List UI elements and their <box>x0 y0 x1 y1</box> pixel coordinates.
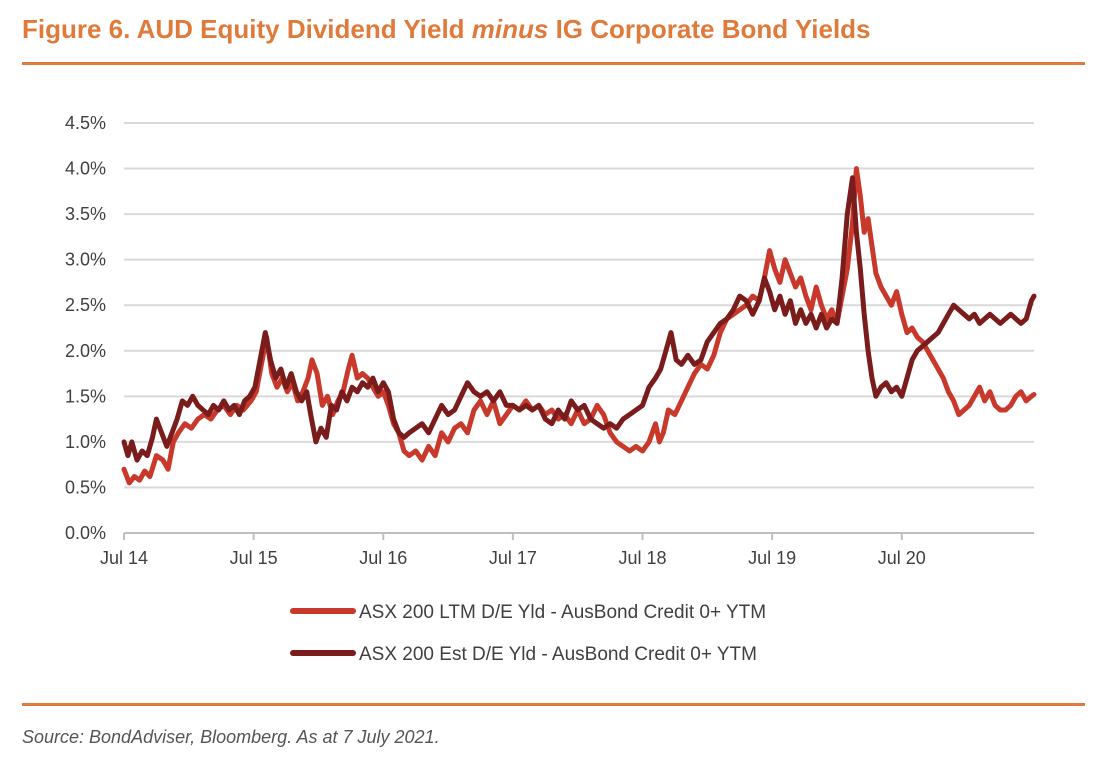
y-tick-label: 4.5% <box>65 113 106 133</box>
x-tick-label: Jul 16 <box>359 548 407 568</box>
y-axis-ticks: 0.0% 0.5% 1.0% 1.5% 2.0% 2.5% 3.0% 3.5% 4.0% 4.5% <box>65 113 106 543</box>
y-tick-label: 2.0% <box>65 341 106 361</box>
x-tick-label: Jul 15 <box>230 548 278 568</box>
title-emphasis: minus <box>471 14 549 44</box>
title-divider <box>22 62 1085 65</box>
x-tick-label: Jul 17 <box>489 548 537 568</box>
line-chart: 0.0% 0.5% 1.0% 1.5% 2.0% 2.5% 3.0% 3.5% 4.0% 4.5%… <box>65 113 1037 665</box>
source-divider <box>22 703 1085 706</box>
x-tick-label: Jul 19 <box>748 548 796 568</box>
chart-title: Figure 6. AUD Equity Dividend Yield minu… <box>22 14 871 45</box>
title-prefix: Figure 6. AUD Equity Dividend Yield <box>22 14 472 44</box>
y-tick-label: 4.0% <box>65 159 106 179</box>
y-tick-label: 1.5% <box>65 386 106 406</box>
y-tick-label: 1.0% <box>65 432 106 452</box>
x-tick-label: Jul 18 <box>618 548 666 568</box>
legend: ASX 200 LTM D/E Yld - AusBond Credit 0+ … <box>290 602 766 665</box>
source-note: Source: BondAdviser, Bloomberg. As at 7 … <box>22 727 440 747</box>
y-tick-label: 0.0% <box>65 523 106 543</box>
legend-label-ltm: ASX 200 LTM D/E Yld - AusBond Credit 0+ … <box>359 602 766 623</box>
y-tick-label: 0.5% <box>65 477 106 497</box>
gridlines <box>124 122 1034 534</box>
series-ltm-line <box>121 166 1037 486</box>
series-lines <box>121 166 1037 486</box>
series-est-line <box>121 175 1037 463</box>
y-tick-label: 3.0% <box>65 250 106 270</box>
title-suffix: IG Corporate Bond Yields <box>548 14 871 44</box>
legend-label-est: ASX 200 Est D/E Yld - AusBond Credit 0+ … <box>359 644 757 665</box>
x-tick-label: Jul 20 <box>878 548 926 568</box>
y-tick-label: 3.5% <box>65 204 106 224</box>
x-axis-ticks: Jul 14 Jul 15 Jul 16 Jul 17 Jul 18 Jul 19 Jul … <box>100 533 926 568</box>
y-tick-label: 2.5% <box>65 295 106 315</box>
x-tick-label: Jul 14 <box>100 548 148 568</box>
